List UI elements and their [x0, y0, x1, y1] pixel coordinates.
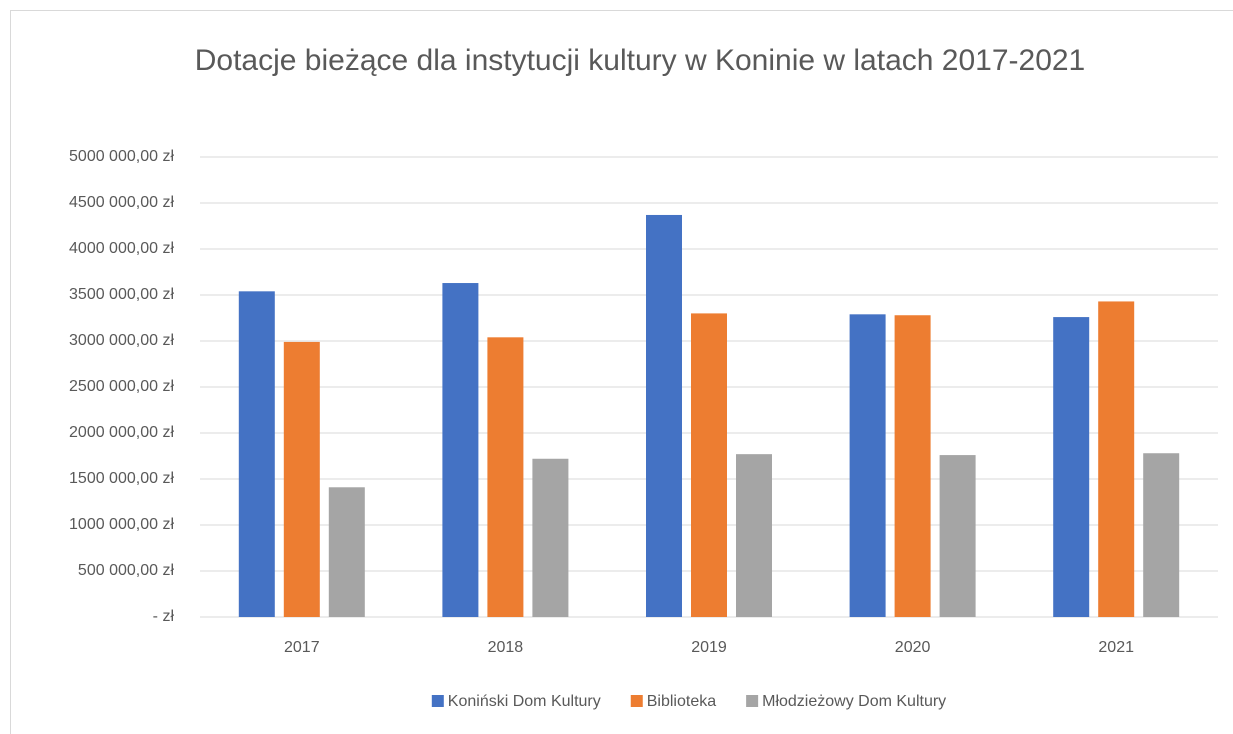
x-tick-label: 2020	[895, 639, 931, 656]
bar	[736, 454, 772, 617]
bar	[1143, 453, 1180, 617]
bar	[894, 315, 931, 617]
x-tick-label: 2019	[691, 639, 727, 656]
bar	[283, 341, 320, 617]
y-tick-label: 1000 000,00 zł	[69, 516, 174, 533]
legend-swatch	[630, 695, 643, 707]
y-tick-label: 3500 000,00 zł	[69, 286, 174, 303]
y-tick-label: 3000 000,00 zł	[69, 332, 174, 349]
legend-label: Młodzieżowy Dom Kultury	[762, 693, 946, 710]
bar	[442, 283, 479, 617]
bar	[646, 214, 682, 617]
y-tick-label: 4000 000,00 zł	[69, 240, 174, 257]
legend-swatch	[746, 695, 759, 707]
bar	[1053, 317, 1090, 617]
bar	[691, 313, 727, 617]
bar	[849, 314, 886, 617]
legend-label: Biblioteka	[647, 693, 716, 710]
legend-label: Koniński Dom Kultury	[448, 693, 601, 710]
chart-frame	[10, 10, 1233, 734]
y-tick-label: - zł	[153, 608, 175, 625]
y-tick-label: 500 000,00 zł	[78, 562, 175, 579]
y-tick-label: 5000 000,00 zł	[69, 148, 174, 165]
x-tick-label: 2018	[488, 639, 524, 656]
y-tick-label: 4500 000,00 zł	[69, 194, 174, 211]
y-tick-label: 2500 000,00 zł	[69, 378, 174, 395]
x-tick-label: 2017	[284, 639, 320, 656]
bar	[532, 458, 569, 617]
bar	[939, 455, 976, 617]
x-tick-label: 2021	[1098, 639, 1134, 656]
y-tick-label: 2000 000,00 zł	[69, 424, 174, 441]
y-tick-label: 1500 000,00 zł	[69, 470, 174, 487]
bar	[328, 487, 365, 617]
legend-swatch	[431, 695, 444, 707]
bar	[487, 337, 524, 617]
bar	[238, 291, 275, 617]
bar	[1098, 301, 1135, 617]
chart-title: Dotacje bieżące dla instytucji kultury w…	[194, 44, 1086, 77]
